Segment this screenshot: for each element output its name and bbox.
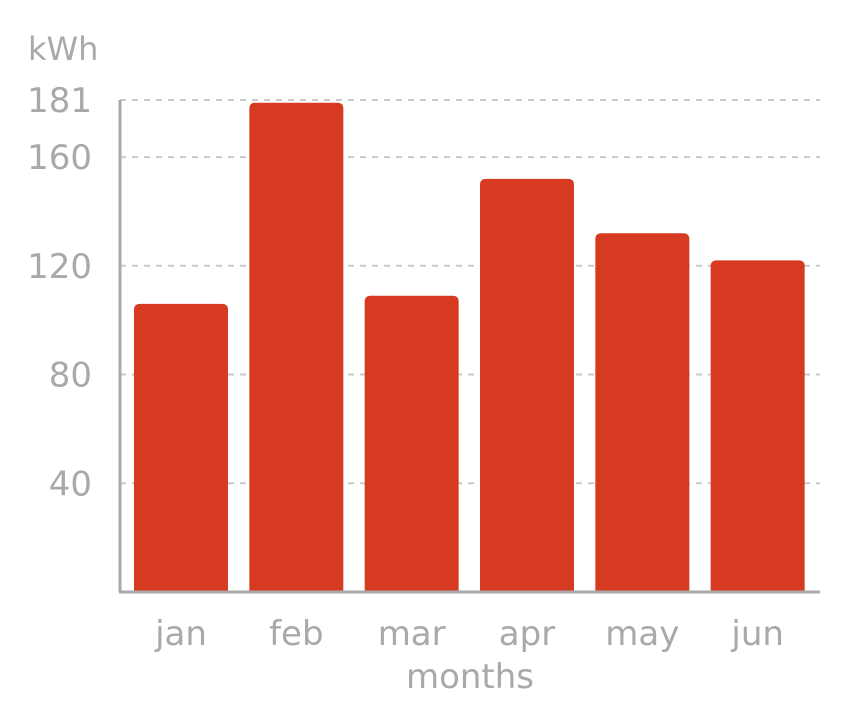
x-tick-label: may [605, 614, 679, 654]
bar-apr [480, 178, 574, 592]
x-tick-label: mar [378, 614, 446, 654]
y-tick-label: 160 [27, 138, 92, 178]
bar-feb [249, 102, 344, 592]
bar-mar [364, 295, 459, 592]
x-tick-label: apr [499, 614, 555, 654]
y-tick-labels: 40 80 120 160 181 [27, 81, 92, 504]
x-tick-label: jan [154, 614, 207, 654]
x-tick-label: jun [730, 614, 784, 654]
bars [134, 102, 805, 593]
x-tick-labels: jan feb mar apr may jun [154, 614, 784, 654]
y-tick-label: 120 [27, 247, 92, 287]
y-tick-label: 40 [49, 464, 92, 504]
y-tick-label: 80 [49, 356, 92, 396]
bar-jun [710, 260, 805, 592]
x-axis-title: months [406, 657, 534, 697]
x-tick-label: feb [269, 614, 323, 654]
bar-jan [134, 303, 228, 592]
gridlines [120, 99, 820, 485]
y-unit-label: kWh [28, 30, 98, 68]
y-tick-label: 181 [27, 81, 92, 121]
bar-may [595, 233, 690, 593]
